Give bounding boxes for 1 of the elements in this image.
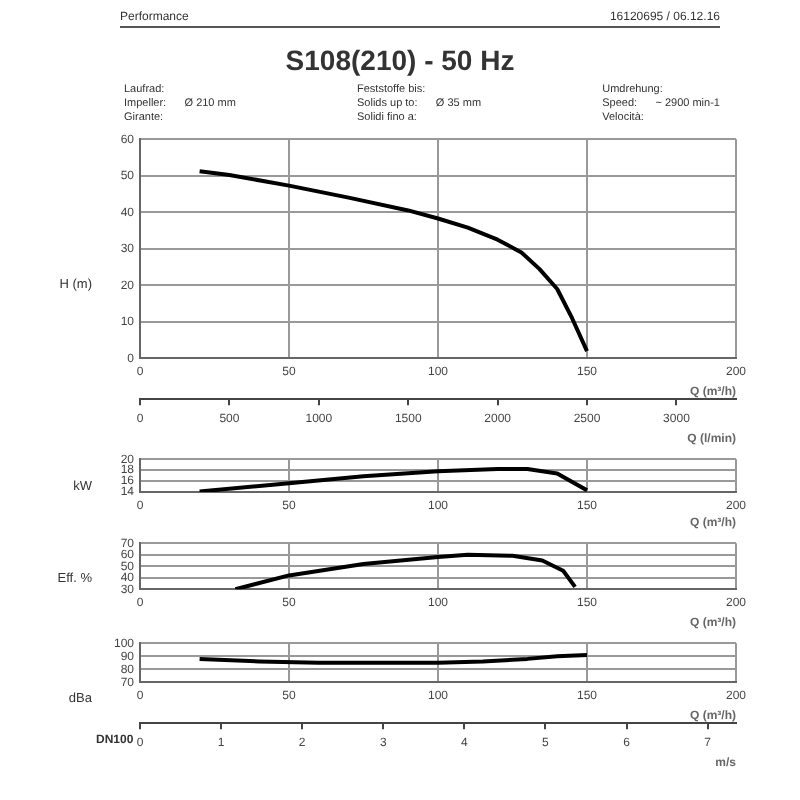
text: S108(210) - 50 Hz bbox=[283, 44, 517, 76]
